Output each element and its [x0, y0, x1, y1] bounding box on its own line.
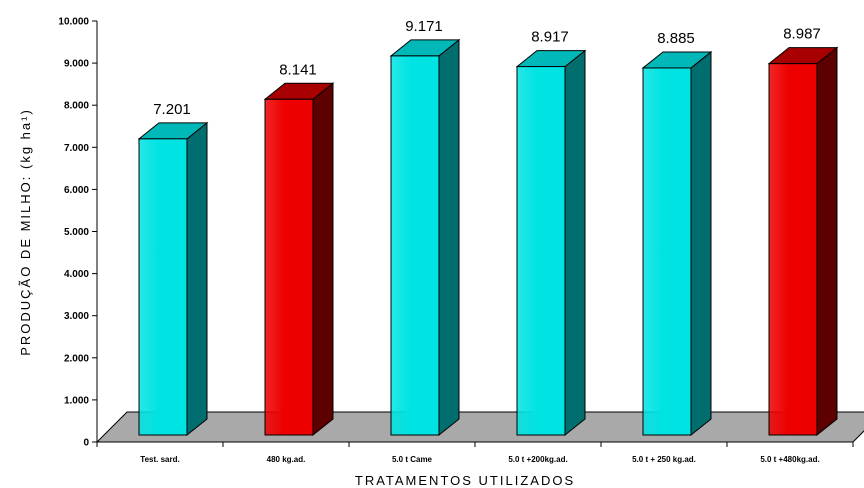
x-tick-label: 480 kg.ad. — [267, 455, 306, 464]
y-tick-label: 0 — [83, 438, 89, 449]
x-tick-label: 5.0 t +200kg.ad. — [508, 455, 567, 464]
y-tick-label: 6.000 — [64, 185, 89, 196]
y-tick-label: 7.000 — [64, 143, 89, 154]
y-tick-label: 3.000 — [64, 311, 89, 322]
chart-floor — [95, 411, 864, 443]
y-tick-label: 8.000 — [64, 101, 89, 112]
bar — [264, 98, 314, 436]
y-tick-label: 4.000 — [64, 269, 89, 280]
data-label: 9.171 — [405, 18, 443, 35]
y-tick-label: 9.000 — [64, 59, 89, 70]
bar — [390, 55, 440, 436]
bar-side — [438, 38, 460, 437]
bar-side — [564, 49, 586, 437]
bar-side — [690, 50, 712, 437]
y-tick-label: 1.000 — [64, 395, 89, 406]
x-tick-label: Test. sard. — [140, 455, 179, 464]
bar-side — [816, 46, 838, 437]
y-tick-label: 2.000 — [64, 353, 89, 364]
bar-side — [312, 82, 334, 437]
bar — [516, 66, 566, 436]
bar — [138, 138, 188, 436]
x-tick-label: 5.0 t Came — [392, 455, 433, 464]
data-label: 7.201 — [153, 101, 191, 118]
y-axis-title: PRODUÇÃO DE MILHO: (kg ha¹) — [18, 108, 33, 356]
bar-side — [186, 121, 208, 437]
data-label: 8.987 — [783, 26, 821, 43]
bar — [768, 63, 818, 436]
x-tick-label: 5.0 t +480kg.ad. — [760, 455, 819, 464]
bar — [642, 67, 692, 436]
x-axis-title: TRATAMENTOS UTILIZADOS — [355, 473, 575, 488]
y-tick-label: 5.000 — [64, 227, 89, 238]
data-label: 8.885 — [657, 30, 695, 47]
y-tick-label: 10.000 — [58, 17, 89, 28]
data-label: 8.141 — [279, 61, 317, 78]
x-tick-label: 5.0 t + 250 kg.ad. — [632, 455, 696, 464]
data-label: 8.917 — [531, 29, 569, 46]
